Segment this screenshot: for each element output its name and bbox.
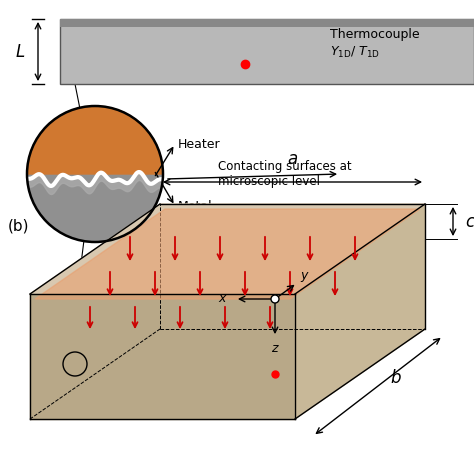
Circle shape — [271, 295, 279, 303]
Text: $x$: $x$ — [218, 292, 228, 306]
Text: $b$: $b$ — [390, 369, 402, 387]
Polygon shape — [295, 204, 425, 419]
Polygon shape — [30, 204, 425, 294]
Polygon shape — [35, 209, 420, 299]
Bar — [60, 19, 474, 84]
Text: Metal: Metal — [178, 200, 213, 212]
Text: $a$: $a$ — [287, 150, 298, 168]
Text: Contacting surfaces at
microscopic level: Contacting surfaces at microscopic level — [218, 160, 352, 188]
Text: $L$: $L$ — [15, 43, 25, 61]
Polygon shape — [27, 106, 163, 174]
Text: $y$: $y$ — [300, 270, 310, 284]
Text: $z$: $z$ — [271, 343, 279, 356]
Text: $Y_\mathrm{1D}$/ $T_\mathrm{1D}$: $Y_\mathrm{1D}$/ $T_\mathrm{1D}$ — [330, 45, 380, 60]
Bar — [60, 19, 474, 27]
Text: Heater: Heater — [178, 137, 220, 151]
Text: $c$: $c$ — [465, 212, 474, 230]
Polygon shape — [30, 294, 295, 419]
Text: (b): (b) — [8, 219, 29, 234]
Text: Thermocouple: Thermocouple — [330, 27, 419, 40]
Polygon shape — [27, 174, 163, 242]
